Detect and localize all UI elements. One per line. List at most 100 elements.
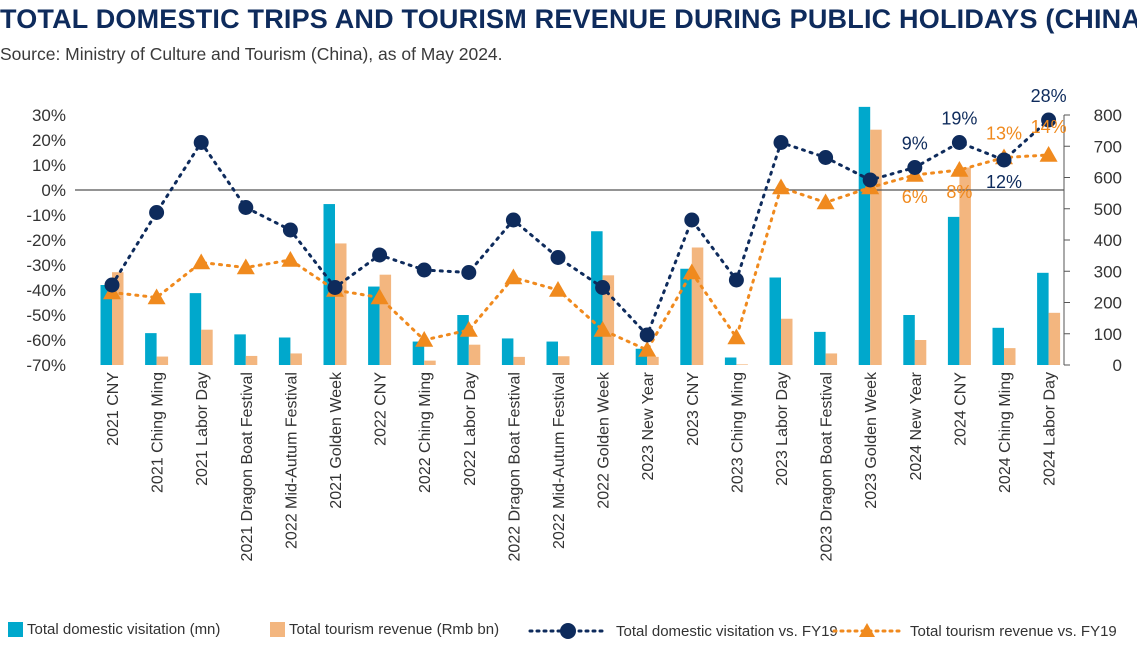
bar-revenue — [201, 329, 213, 365]
bar-visitation — [680, 268, 692, 365]
revenue-vs-fy19-point — [459, 321, 478, 337]
bar-visitation — [368, 286, 380, 365]
revenue-vs-fy19-point — [192, 253, 211, 270]
bar-visitation — [635, 348, 648, 365]
revenue-data-label: 8% — [946, 182, 972, 202]
y-left-tick-label: -60% — [26, 331, 66, 350]
bar-revenue — [959, 167, 971, 365]
x-category-label: 2024 CNY — [952, 372, 969, 446]
bar-visitation — [546, 341, 558, 365]
y-right-tick-label: 700 — [1094, 137, 1122, 156]
legend-marker-revenue-line — [832, 623, 902, 637]
y-left-tick-label: -10% — [26, 206, 66, 225]
bar-visitation — [145, 333, 157, 365]
bar-revenue — [156, 356, 169, 365]
visitation-vs-fy19-line — [110, 118, 1051, 338]
x-category-label: 2022 Labor Day — [462, 372, 479, 486]
visitation-vs-fy19-point — [684, 212, 700, 228]
revenue-vs-fy19-point — [593, 321, 612, 337]
bar-revenue — [112, 272, 124, 365]
visitation-vs-fy19-point — [104, 277, 120, 293]
revenue-vs-fy19-point — [1039, 146, 1058, 162]
bar-revenue — [513, 356, 525, 365]
visitation-vs-fy19-point — [282, 222, 298, 238]
revenue-vs-fy19-point — [772, 178, 790, 195]
bar-revenue — [647, 356, 659, 365]
visitation-vs-fy19-point — [951, 135, 967, 150]
visitation-vs-fy19-point — [505, 212, 521, 228]
bar-revenue — [870, 129, 882, 365]
x-category-label: 2022 Golden Week — [596, 371, 613, 509]
visitation-vs-fy19-point — [907, 160, 923, 175]
revenue-vs-fy19-point — [504, 268, 523, 285]
legend-item-visitation-bar: Total domestic visitation (mn) — [8, 621, 220, 638]
revenue-vs-fy19-point — [147, 288, 166, 305]
bar-visitation — [100, 285, 112, 365]
x-category-label: 2023 New Year — [640, 371, 657, 480]
bar-visitation — [1037, 272, 1049, 365]
y-left-tick-label: -50% — [26, 306, 66, 325]
x-category-label: 2024 Ching Ming — [997, 372, 1014, 493]
bar-visitation — [992, 327, 1004, 365]
revenue-vs-fy19-point — [281, 251, 300, 267]
revenue-data-label: 14% — [1031, 117, 1067, 137]
visitation-vs-fy19-point — [1041, 112, 1057, 128]
revenue-vs-fy19-point — [415, 331, 434, 347]
visitation-vs-fy19-point — [327, 280, 343, 295]
bar-visitation — [814, 331, 826, 365]
y-left-tick-label: -70% — [26, 356, 66, 375]
revenue-data-label: 13% — [986, 124, 1022, 144]
visitation-vs-fy19-point — [416, 262, 432, 278]
x-category-label: 2024 Labor Day — [1042, 372, 1059, 486]
visitation-data-label: 9% — [902, 134, 928, 154]
x-category-label: 2023 Ching Ming — [729, 372, 746, 493]
visitation-vs-fy19-point — [238, 200, 254, 215]
bar-revenue — [1048, 312, 1061, 365]
bar-revenue — [781, 318, 793, 365]
visitation-vs-fy19-point — [461, 265, 477, 280]
x-category-label: 2021 Golden Week — [328, 371, 345, 509]
bar-revenue — [914, 340, 927, 365]
legend-swatch-revenue-bar — [270, 622, 285, 637]
bar-revenue — [602, 275, 615, 365]
x-category-label: 2023 Golden Week — [863, 371, 880, 509]
x-category-label: 2022 Dragon Boat Festival — [506, 372, 523, 561]
visitation-vs-fy19-point — [595, 280, 611, 295]
legend-marker-visitation-line — [528, 623, 608, 639]
visitation-data-label: 19% — [941, 109, 977, 129]
y-left-tick-label: -40% — [26, 281, 66, 300]
y-right-tick-label: 200 — [1094, 294, 1122, 313]
x-category-label: 2022 Mid-Autum Festival — [283, 372, 300, 549]
revenue-vs-fy19-point — [549, 281, 567, 297]
x-category-label: 2023 Labor Day — [774, 372, 791, 486]
visitation-vs-fy19-point — [996, 152, 1012, 168]
x-category-label: 2021 Labor Day — [194, 372, 211, 486]
revenue-vs-fy19-point — [727, 328, 746, 345]
chart-legend: Total domestic visitation (mn) Total tou… — [0, 621, 1137, 641]
y-left-tick-label: 30% — [32, 106, 66, 125]
visitation-vs-fy19-point — [193, 135, 209, 150]
x-category-label: 2021 CNY — [105, 372, 122, 446]
x-category-label: 2024 New Year — [908, 371, 925, 480]
y-left-tick-label: 0% — [41, 181, 66, 200]
y-right-tick-label: 800 — [1094, 106, 1122, 125]
bar-revenue — [736, 364, 748, 365]
y-right-tick-label: 300 — [1094, 262, 1122, 281]
x-category-label: 2022 Ching Ming — [417, 372, 434, 493]
visitation-vs-fy19-point — [818, 150, 834, 165]
bar-revenue — [290, 353, 302, 365]
bar-revenue — [825, 353, 838, 365]
visitation-vs-fy19-point — [550, 250, 566, 265]
bar-visitation — [591, 231, 603, 365]
legend-item-revenue-line: Total tourism revenue vs. FY19 — [832, 621, 1117, 641]
bar-revenue — [691, 247, 704, 365]
visitation-vs-fy19-point — [862, 172, 878, 188]
revenue-vs-fy19-point — [370, 288, 389, 305]
visitation-vs-fy19-point — [372, 247, 388, 263]
bar-visitation — [769, 277, 781, 365]
bar-visitation — [903, 315, 915, 365]
bar-revenue — [424, 360, 436, 365]
visitation-data-label: 28% — [1031, 86, 1067, 106]
visitation-vs-fy19-point — [773, 135, 789, 150]
chart-subtitle: Source: Ministry of Culture and Tourism … — [0, 44, 503, 64]
